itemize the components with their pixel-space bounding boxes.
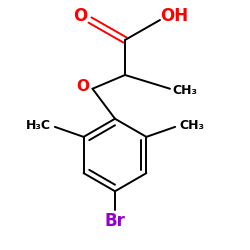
Text: H₃C: H₃C: [26, 119, 51, 132]
Text: O: O: [76, 79, 89, 94]
Text: CH₃: CH₃: [179, 119, 204, 132]
Text: CH₃: CH₃: [172, 84, 197, 96]
Text: O: O: [73, 7, 87, 25]
Text: Br: Br: [104, 212, 126, 230]
Text: OH: OH: [160, 7, 188, 25]
